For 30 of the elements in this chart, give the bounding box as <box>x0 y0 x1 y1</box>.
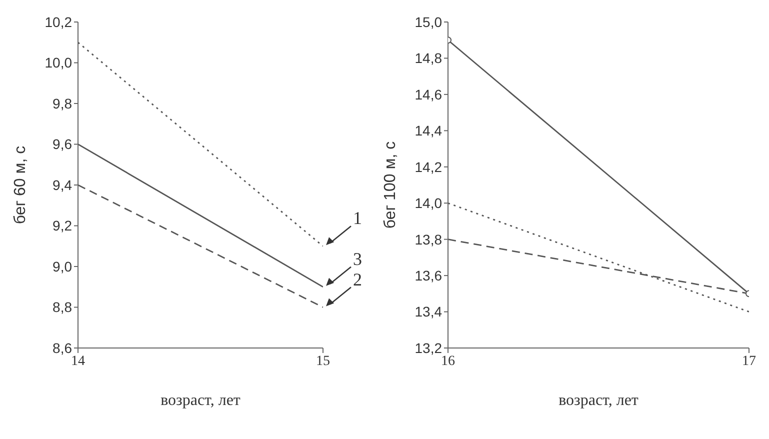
x-tick-label: 17 <box>742 354 756 369</box>
y-tick-label: 15,0 <box>414 14 442 30</box>
y-tick-label: 9,0 <box>52 258 72 274</box>
y-tick-label: 13,8 <box>414 231 442 248</box>
y-tick-label: 10,2 <box>44 14 72 30</box>
series-label: 1 <box>353 208 362 228</box>
y-tick-label: 13,2 <box>414 340 442 356</box>
series-label: 3 <box>353 248 362 269</box>
y-axis-title: бег 100 м, с <box>382 141 400 229</box>
x-tick-label: 14 <box>71 354 85 369</box>
y-tick-label: 9,4 <box>52 176 72 193</box>
y-tick-label: 14,0 <box>414 195 442 212</box>
y-tick-label: 9,6 <box>52 136 72 152</box>
y-tick-label: 9,2 <box>52 218 72 234</box>
y-tick-label: 13,4 <box>414 304 442 320</box>
x-tick-label: 16 <box>441 354 455 369</box>
series-label: 2 <box>353 269 362 290</box>
y-tick-label: 9,8 <box>52 95 72 112</box>
y-tick-label: 14,2 <box>414 158 442 175</box>
y-axis-title: бег 60 м, с <box>12 146 30 224</box>
y-tick-label: 10,0 <box>44 54 72 71</box>
y-tick-label: 14,6 <box>414 86 442 102</box>
x-axis-title: возраст, лет <box>160 392 240 410</box>
y-tick-label: 14,4 <box>414 122 442 139</box>
x-tick-label: 15 <box>316 354 330 369</box>
y-tick-label: 14,8 <box>414 50 442 66</box>
y-tick-label: 8,8 <box>52 299 72 316</box>
y-tick-label: 8,6 <box>52 340 72 356</box>
y-tick-label: 13,6 <box>414 268 442 284</box>
x-axis-title: возраст, лет <box>558 392 638 410</box>
